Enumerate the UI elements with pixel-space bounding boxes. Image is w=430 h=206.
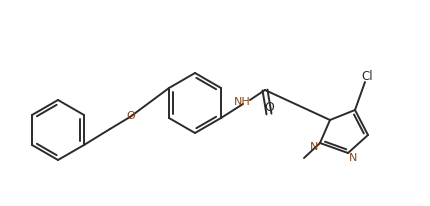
Text: O: O [126, 111, 135, 121]
Text: N: N [309, 142, 317, 152]
Text: O: O [264, 101, 273, 114]
Text: Cl: Cl [360, 69, 372, 82]
Text: N: N [348, 153, 356, 163]
Text: NH: NH [233, 97, 250, 107]
